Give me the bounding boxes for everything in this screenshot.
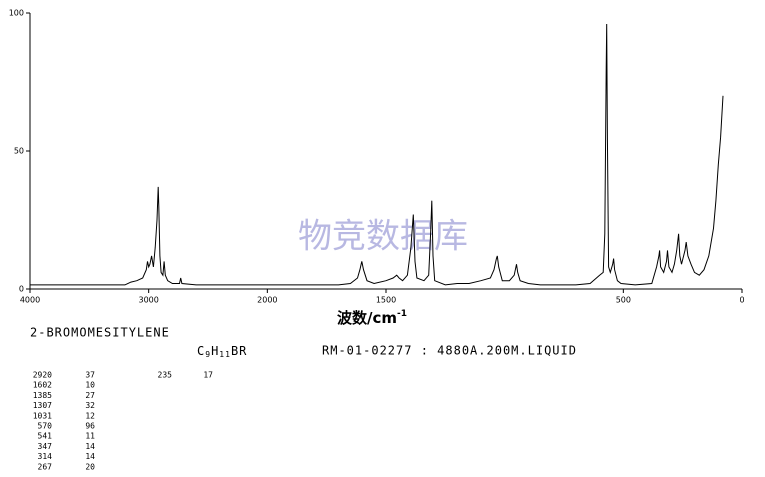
x-tick-label: 4000 bbox=[20, 296, 40, 305]
peak-wavenumber: 570 bbox=[38, 422, 53, 431]
record-id: RM-01-02277 : 4880A.200M.LIQUID bbox=[322, 344, 577, 358]
peak-wavenumber: 2920 bbox=[33, 371, 52, 380]
spectrum-line bbox=[30, 23, 724, 286]
formula-part: BR bbox=[231, 344, 247, 358]
peak-wavenumber: 1385 bbox=[33, 391, 52, 400]
x-tick-label: 3000 bbox=[138, 296, 158, 305]
x-tick-label: 500 bbox=[616, 296, 631, 305]
y-tick-label: 100 bbox=[9, 9, 24, 18]
x-tick-label: 1500 bbox=[376, 296, 396, 305]
peak-wavenumber: 541 bbox=[38, 432, 53, 441]
peak-intensity: 11 bbox=[85, 432, 95, 441]
peak-wavenumber: 1307 bbox=[33, 401, 52, 410]
peak-intensity: 27 bbox=[85, 391, 95, 400]
peak-intensity: 10 bbox=[85, 381, 95, 390]
x-axis-title: 波数/cm-1 bbox=[337, 309, 407, 327]
y-tick-label: 0 bbox=[19, 285, 24, 294]
formula-part: 11 bbox=[219, 350, 231, 359]
x-tick-label: 0 bbox=[739, 296, 744, 305]
formula-part: 9 bbox=[205, 350, 211, 359]
compound-name: 2-BROMOMESITYLENE bbox=[30, 326, 170, 340]
y-tick-label: 50 bbox=[14, 147, 24, 156]
peak-wavenumber: 347 bbox=[38, 442, 53, 451]
peak-intensity: 12 bbox=[85, 411, 95, 420]
peak-intensity: 37 bbox=[85, 371, 95, 380]
peak-wavenumber: 267 bbox=[38, 462, 53, 471]
peak-wavenumber: 235 bbox=[158, 371, 173, 380]
peak-intensity: 14 bbox=[85, 452, 95, 461]
x-tick-label: 2000 bbox=[257, 296, 277, 305]
peak-intensity: 32 bbox=[85, 401, 95, 410]
formula-part: H bbox=[211, 344, 219, 358]
peak-wavenumber: 1031 bbox=[33, 411, 52, 420]
x-axis-title-sup: -1 bbox=[397, 309, 407, 319]
peak-intensity: 17 bbox=[203, 371, 213, 380]
formula-part: C bbox=[197, 344, 205, 358]
peak-wavenumber: 314 bbox=[38, 452, 53, 461]
watermark: 物竞数据库 bbox=[298, 217, 468, 257]
peak-intensity: 96 bbox=[85, 422, 95, 431]
peak-intensity: 20 bbox=[85, 462, 95, 471]
x-axis-title-text: 波数/cm bbox=[337, 309, 397, 327]
peak-intensity: 14 bbox=[85, 442, 95, 451]
peak-wavenumber: 1602 bbox=[33, 381, 52, 390]
formula: C9H11BR bbox=[197, 344, 247, 359]
